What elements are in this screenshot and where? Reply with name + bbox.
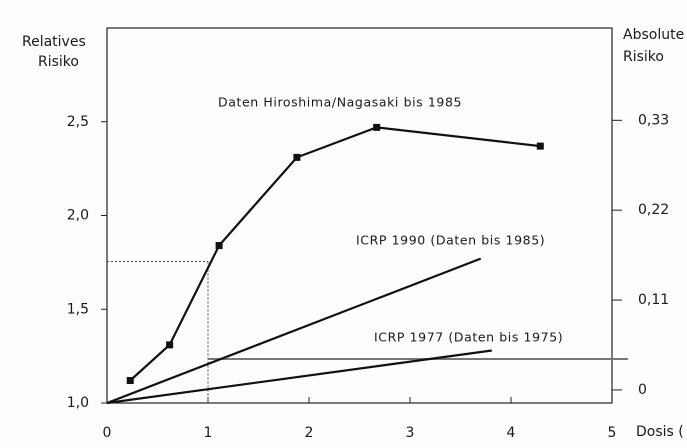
y-tick-label: 2,5 <box>67 114 89 130</box>
series-label: Daten Hiroshima/Nagasaki bis 1985 <box>218 95 462 110</box>
x-tick-label: 4 <box>507 425 516 441</box>
y2-tick-label: 0,11 <box>638 292 669 308</box>
point-marker <box>166 341 174 349</box>
x-tick-label: 5 <box>608 425 617 441</box>
x-axis-label: Dosis ( <box>636 424 684 440</box>
x-tick-label: 0 <box>103 425 112 441</box>
y-tick-label: 2,0 <box>67 208 89 224</box>
x-tick-label: 2 <box>305 425 314 441</box>
x-tick-label: 1 <box>204 425 213 441</box>
plot-frame <box>106 27 613 404</box>
series-line <box>106 257 482 405</box>
point-marker <box>293 153 301 161</box>
series-label: ICRP 1977 (Daten bis 1975) <box>374 330 563 345</box>
y-tick-label: 1,5 <box>67 301 89 317</box>
series-line <box>106 349 492 405</box>
y-tick-label: 1,0 <box>67 395 89 411</box>
y-axis-label: Relatives Risiko <box>22 34 86 70</box>
point-marker <box>536 142 544 150</box>
y2-tick-label: 0,22 <box>638 202 669 218</box>
x-tick-label: 3 <box>406 425 415 441</box>
series-label: ICRP 1990 (Daten bis 1985) <box>356 233 545 248</box>
point-marker <box>215 242 223 249</box>
y2-axis-label: Absolute Risiko <box>623 27 684 65</box>
point-marker <box>126 377 134 384</box>
y2-tick-label: 0,33 <box>638 112 669 128</box>
series-line <box>129 126 541 382</box>
y2-tick-label: 0 <box>638 382 647 398</box>
point-marker <box>373 123 381 131</box>
